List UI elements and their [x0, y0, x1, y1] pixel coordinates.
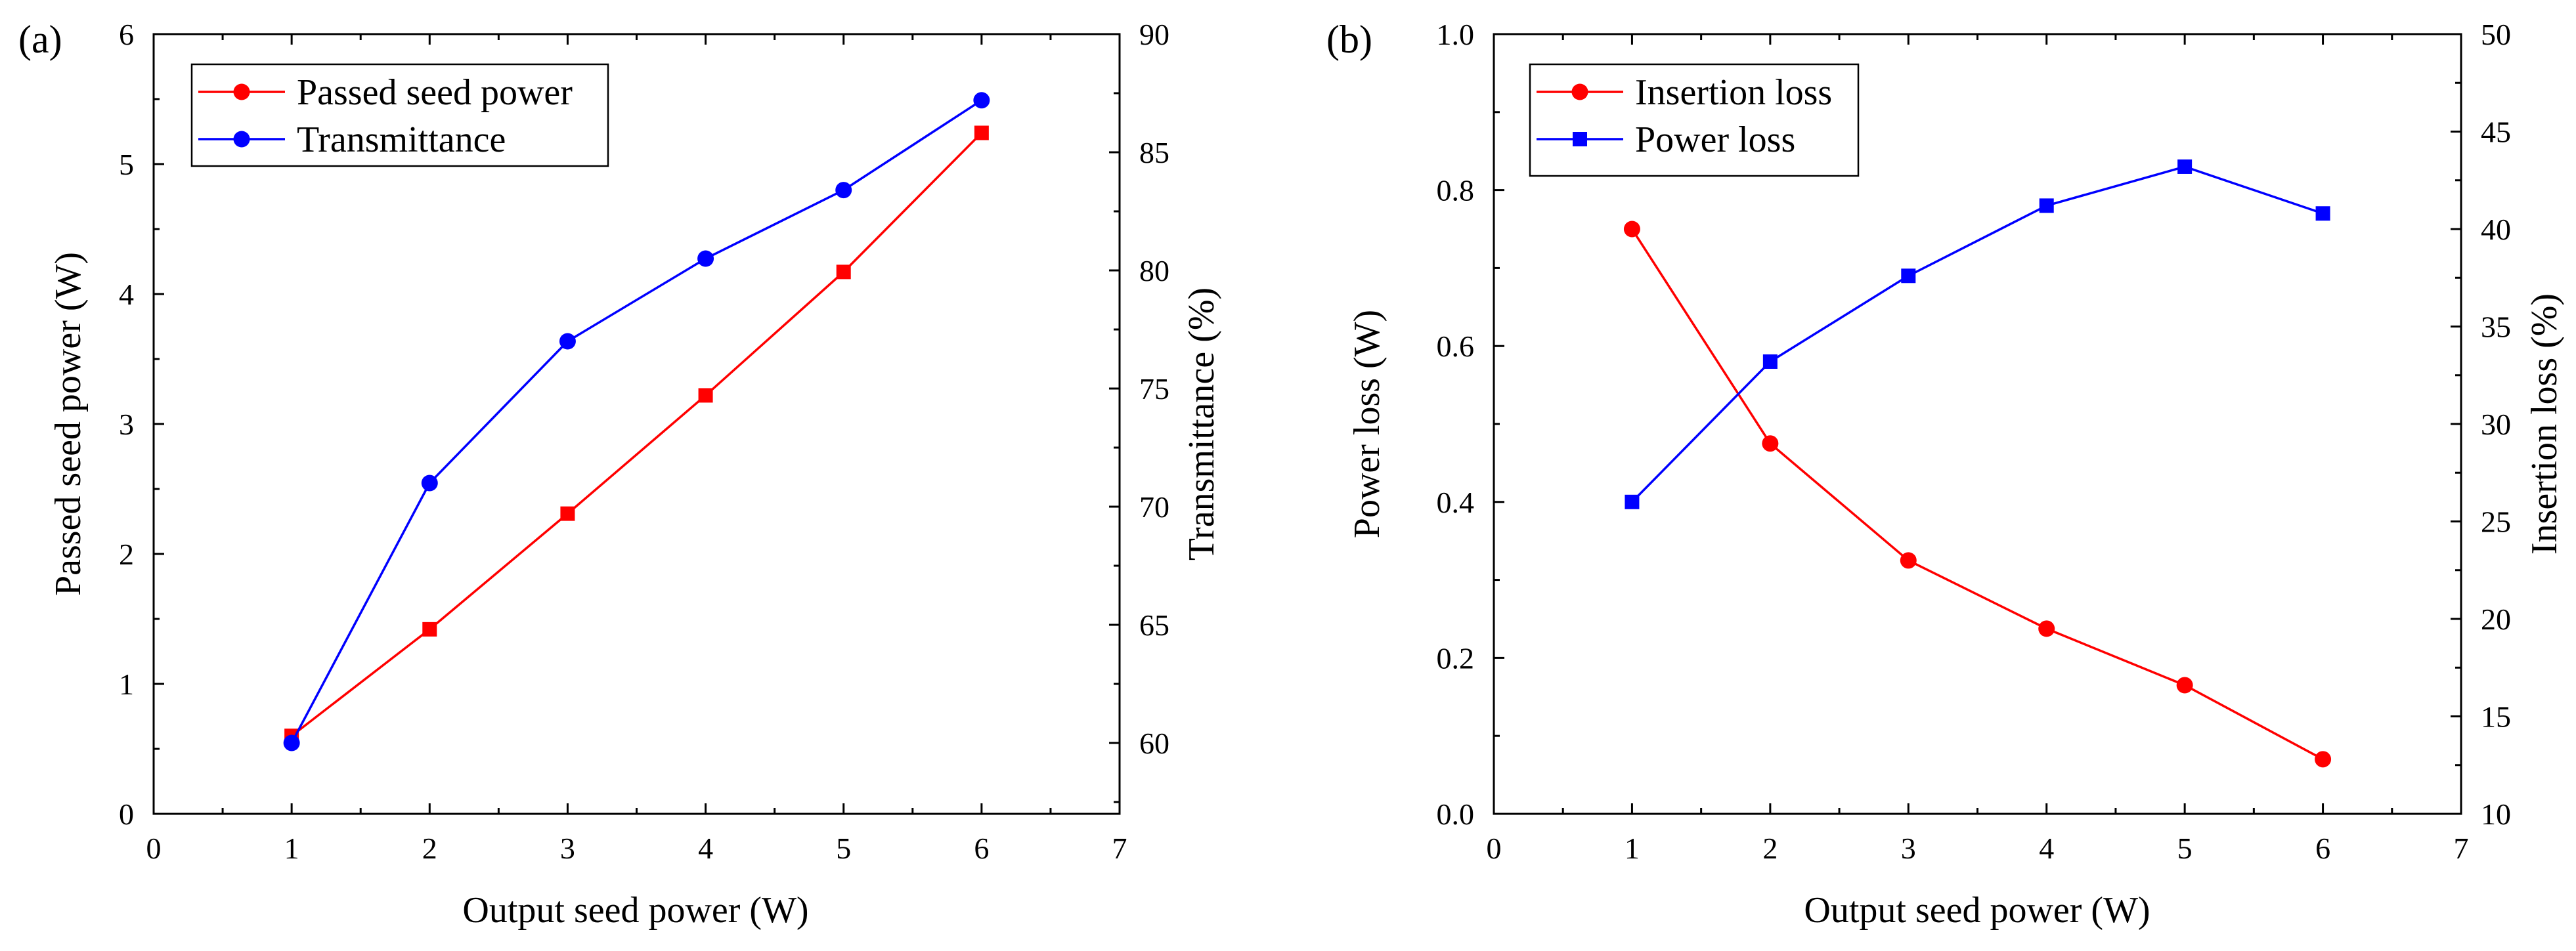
- y-right-axis-title: Insertion loss (%): [2524, 293, 2565, 555]
- x-tick-label: 4: [2039, 832, 2054, 865]
- data-point: [421, 475, 438, 492]
- y-left-tick-label: 0.0: [1437, 797, 1475, 831]
- legend-marker: [233, 83, 250, 100]
- x-tick-label: 3: [1901, 832, 1916, 865]
- y-right-tick-label: 85: [1139, 136, 1169, 169]
- data-point: [1901, 268, 1916, 284]
- legend-label: Transmittance: [297, 119, 506, 160]
- y-right-tick-label: 40: [2481, 213, 2511, 246]
- x-tick-label: 0: [146, 832, 162, 865]
- data-point: [2315, 751, 2332, 768]
- y-right-axis-title: Transmittance (%): [1181, 287, 1222, 560]
- x-axis-title: Output seed power (W): [462, 890, 808, 931]
- x-tick-label: 1: [284, 832, 299, 865]
- data-point: [1762, 435, 1779, 452]
- data-point: [2315, 206, 2330, 221]
- legend-label: Passed seed power: [297, 72, 573, 113]
- data-point: [973, 92, 990, 109]
- y-right-tick-label: 75: [1139, 372, 1169, 406]
- y-left-tick-label: 5: [119, 148, 134, 181]
- legend-marker: [1571, 83, 1588, 100]
- panel-a: (a) 0 1 2 3 4 5 6 7012345660657075808590Output …: [18, 18, 1222, 931]
- x-tick-label: 5: [2177, 832, 2193, 865]
- y-right-tick-label: 25: [2481, 505, 2511, 539]
- x-tick-label: 0: [1487, 832, 1502, 865]
- x-tick-label: 7: [2454, 832, 2469, 865]
- y-left-tick-label: 1.0: [1437, 18, 1475, 51]
- data-point: [2039, 198, 2054, 213]
- x-axis-title: Output seed power (W): [1804, 890, 2150, 931]
- y-right-tick-label: 50: [2481, 18, 2511, 51]
- y-left-tick-label: 0.8: [1437, 174, 1475, 207]
- y-left-tick-label: 0.2: [1437, 641, 1475, 675]
- legend-box: [1529, 63, 1860, 177]
- y-left-axis-title: Passed seed power (W): [48, 252, 89, 596]
- data-point: [2038, 620, 2055, 637]
- data-point: [1625, 494, 1640, 509]
- y-left-tick-label: 0: [119, 797, 134, 831]
- series-line: [290, 99, 982, 744]
- x-tick-label: 3: [560, 832, 575, 865]
- data-point: [422, 622, 437, 637]
- data-point: [560, 506, 575, 521]
- legend-marker: [1573, 132, 1587, 146]
- y-left-tick-label: 1: [119, 667, 134, 701]
- y-right-tick-label: 80: [1139, 254, 1169, 287]
- series-line: [1630, 228, 2324, 761]
- series-line: [1631, 165, 2324, 503]
- x-tick-label: 5: [836, 832, 851, 865]
- x-tick-label: 6: [2315, 832, 2330, 865]
- panel-a-label: (a): [18, 18, 62, 61]
- x-tick-label: 2: [1762, 832, 1778, 865]
- y-right-tick-label: 90: [1139, 18, 1169, 51]
- legend-marker: [233, 131, 250, 148]
- y-right-tick-label: 20: [2481, 602, 2511, 636]
- y-left-tick-label: 2: [119, 538, 134, 571]
- data-point: [283, 734, 300, 751]
- panel-b-label: (b): [1326, 18, 1372, 61]
- data-point: [698, 388, 713, 403]
- x-tick-label: 7: [1112, 832, 1127, 865]
- y-left-tick-label: 0.4: [1437, 486, 1475, 519]
- legend-label: Power loss: [1635, 119, 1795, 160]
- x-tick-label: 1: [1625, 832, 1640, 865]
- series-line: [291, 132, 983, 737]
- y-right-tick-label: 35: [2481, 310, 2511, 344]
- legend-box: [190, 63, 609, 167]
- y-left-tick-label: 6: [119, 18, 134, 51]
- y-right-tick-label: 45: [2481, 116, 2511, 149]
- data-point: [2176, 677, 2193, 694]
- data-point: [835, 182, 852, 199]
- y-left-axis-title: Power loss (W): [1347, 310, 1387, 538]
- y-left-tick-label: 0.6: [1437, 329, 1475, 363]
- y-right-tick-label: 60: [1139, 727, 1169, 760]
- x-tick-label: 2: [422, 832, 437, 865]
- y-left-tick-label: 3: [119, 408, 134, 441]
- data-point: [1900, 552, 1917, 569]
- x-tick-label: 4: [698, 832, 713, 865]
- x-tick-label: 6: [974, 832, 989, 865]
- data-point: [836, 264, 851, 280]
- y-right-tick-label: 65: [1139, 608, 1169, 642]
- y-right-tick-label: 10: [2481, 797, 2511, 831]
- data-point: [1762, 354, 1778, 369]
- data-point: [2177, 159, 2193, 174]
- data-point: [974, 125, 989, 140]
- data-point: [697, 250, 714, 267]
- y-right-tick-label: 15: [2481, 700, 2511, 734]
- y-right-tick-label: 30: [2481, 408, 2511, 441]
- y-right-tick-label: 70: [1139, 490, 1169, 524]
- panel-b: (b) 0 1 2 3 4 5 6 70.00.20.40.60.81.01015202530…: [1326, 18, 2565, 931]
- legend-label: Insertion loss: [1635, 72, 1832, 113]
- y-left-tick-label: 4: [119, 278, 134, 311]
- data-point: [1623, 221, 1640, 238]
- data-point: [559, 333, 576, 350]
